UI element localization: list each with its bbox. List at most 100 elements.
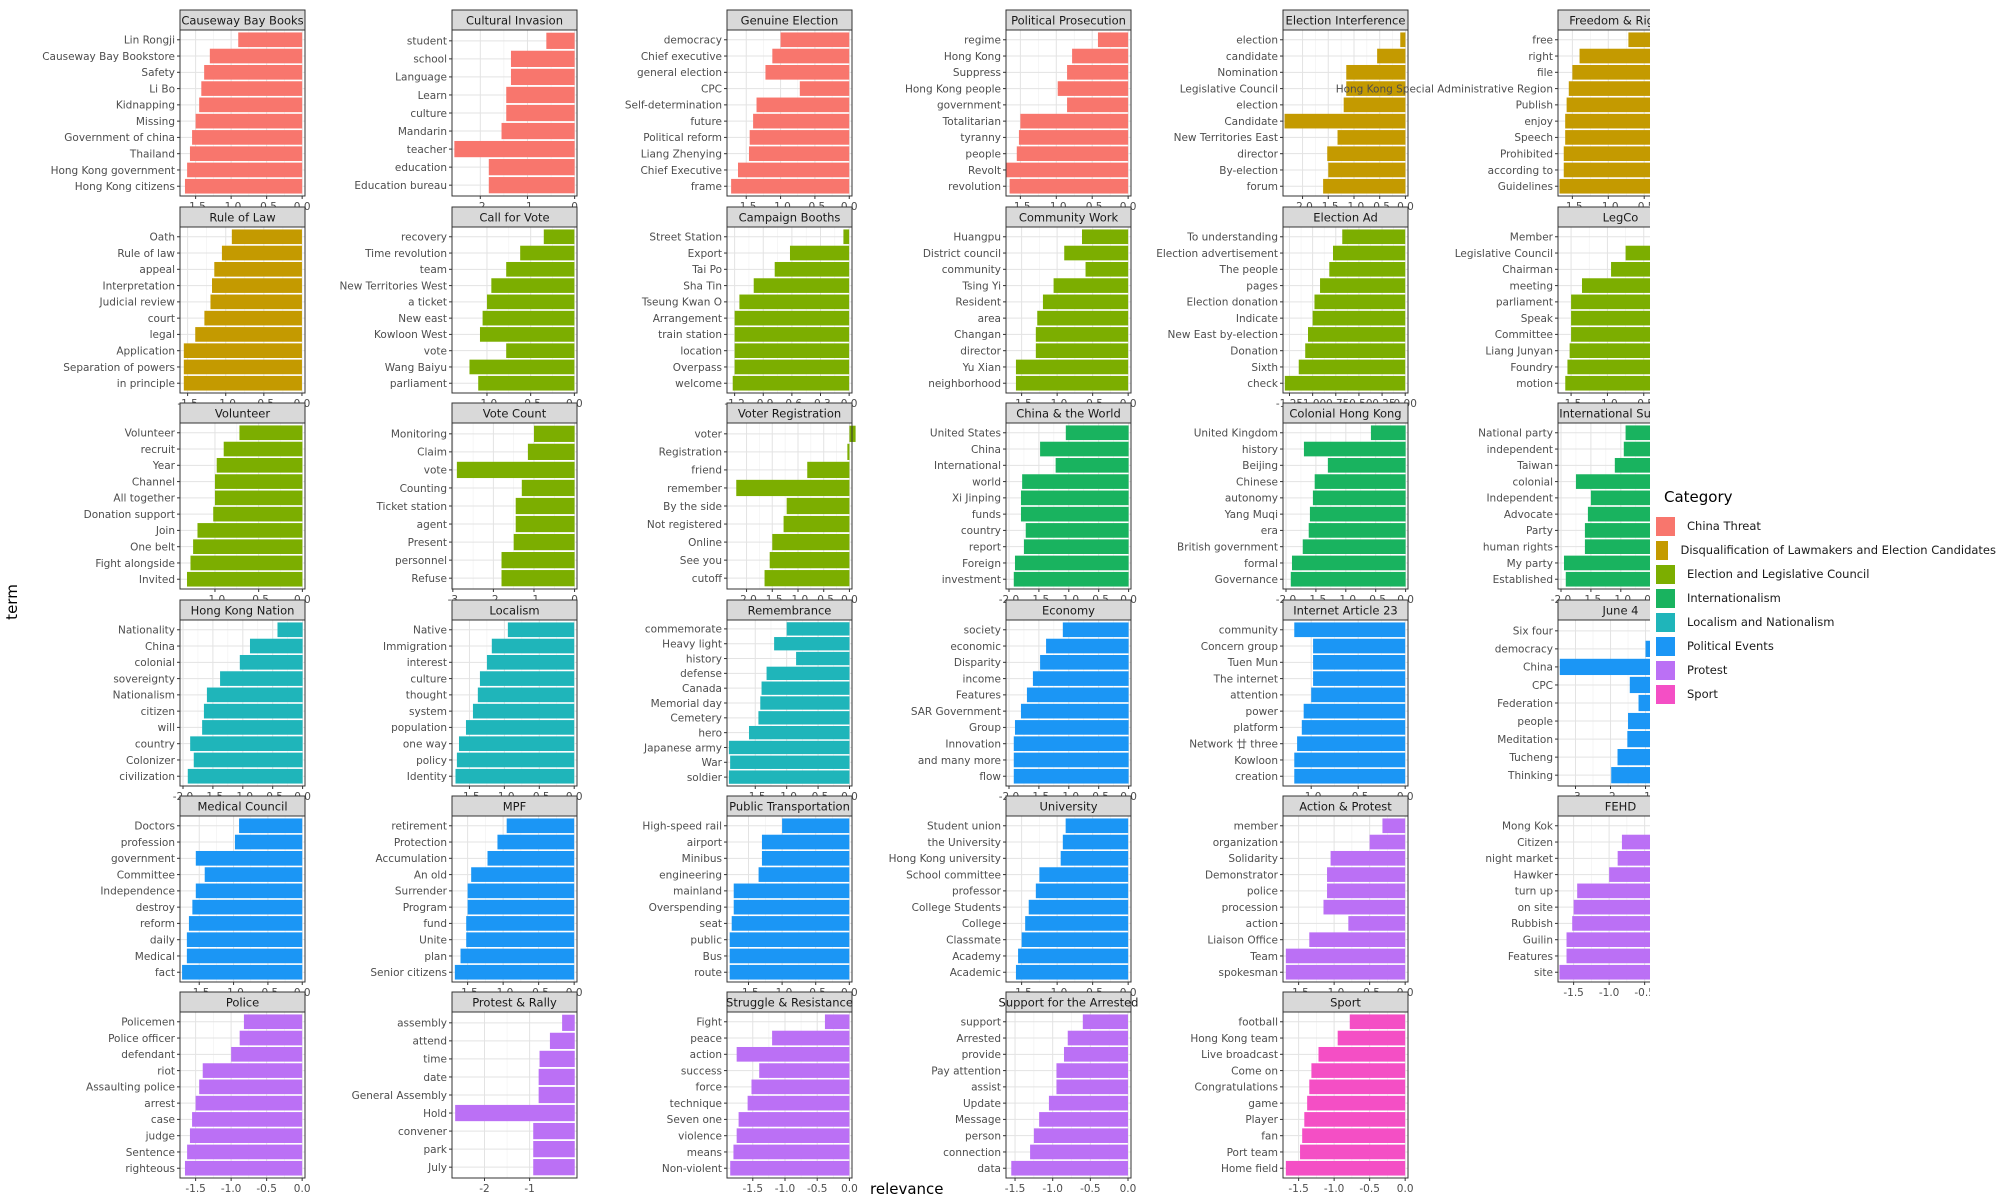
x-tick-label: -0.5 (807, 1183, 828, 1195)
y-tick-label: Independent (1486, 493, 1553, 505)
bar (1032, 671, 1129, 686)
bar (543, 229, 575, 245)
bar (501, 570, 575, 587)
panel-title: Cultural Invasion (466, 14, 563, 28)
y-tick-label: check (1247, 378, 1279, 390)
bar (466, 932, 575, 948)
panel: Remembrance commemorate Heavy light history… (643, 599, 858, 803)
bar (1302, 539, 1406, 555)
bar (277, 622, 303, 638)
panel: FEHD Mong Kok Citizen night market Hawker tur… (1485, 795, 1650, 999)
y-tick-label: Mong Kok (1502, 821, 1554, 833)
y-tick-label: pages (1246, 280, 1278, 292)
y-tick-label: Group (969, 722, 1001, 734)
bar (1312, 490, 1406, 506)
bar (1621, 834, 1650, 850)
y-tick-label: neighborhood (928, 378, 1001, 390)
legend-swatch (1656, 612, 1675, 632)
y-tick-label: personnel (395, 555, 447, 567)
bar (188, 916, 303, 931)
legend-item: Internationalism (1656, 586, 1996, 610)
y-tick-label: Nomination (1217, 67, 1278, 79)
y-tick-label: creation (1235, 771, 1278, 783)
y-tick-label: National party (1478, 428, 1553, 440)
bar (1573, 899, 1650, 915)
bar (1015, 375, 1129, 391)
y-tick-label: Chief executive (641, 51, 722, 63)
bar (1311, 1063, 1406, 1078)
bar (733, 899, 850, 915)
panel: Freedom & Rights free right file Hong Kong S… (1336, 9, 1650, 213)
y-tick-label: Committee (117, 869, 175, 881)
panel-border (1005, 815, 1132, 983)
y-tick-label: The people (1219, 264, 1278, 276)
y-tick-label: vote (424, 345, 447, 357)
bar (786, 622, 850, 636)
panel-title: Political Prosecution (1011, 14, 1126, 28)
legend-label: Political Events (1687, 639, 1774, 653)
panel-title: Hong Kong Nation (191, 604, 295, 618)
y-tick-label: people (965, 148, 1001, 160)
y-tick-label: Hold (423, 1108, 447, 1120)
bar (753, 278, 850, 293)
y-tick-label: flow (979, 771, 1001, 783)
bar (1056, 1063, 1128, 1078)
panel-title: Freedom & Rights (1569, 14, 1650, 28)
y-tick-label: Safety (141, 67, 175, 79)
y-tick-label: person (965, 1130, 1001, 1142)
y-tick-label: will (158, 722, 175, 734)
panel-title: Police (226, 996, 259, 1010)
y-tick-label: force (696, 1082, 722, 1094)
panel-border (726, 815, 853, 983)
legend-label: Disqualification of Lawmakers and Electi… (1680, 543, 1996, 557)
y-tick-label: Kowloon (1234, 755, 1278, 767)
bar (1040, 441, 1129, 457)
y-tick-label: Seven one (667, 1114, 722, 1126)
bar (487, 850, 575, 866)
y-tick-label: Academy (952, 951, 1001, 963)
y-tick-label: Assaulting police (86, 1082, 175, 1094)
y-tick-label: Self-determination (625, 100, 722, 112)
bar (1303, 441, 1406, 457)
bar (210, 294, 302, 310)
y-tick-label: Xi Jinping (952, 493, 1001, 505)
y-tick-label: community (942, 264, 1001, 276)
bar (465, 720, 575, 735)
bar (506, 343, 575, 359)
y-tick-label: attention (1230, 690, 1278, 702)
panel: Election Interference election candidate No… (1174, 9, 1414, 213)
y-tick-label: area (978, 313, 1001, 325)
bar (501, 122, 575, 140)
bar (562, 1014, 575, 1031)
y-tick-label: Cemetery (670, 713, 722, 725)
y-tick-label: assembly (397, 1018, 447, 1030)
bar (1328, 162, 1406, 178)
y-tick-label: Thinking (1507, 770, 1553, 782)
bar (728, 740, 850, 755)
bar (1067, 97, 1129, 113)
legend-items: China Threat Disqualification of Lawmaker… (1656, 514, 1996, 706)
y-tick-label: forum (1247, 181, 1278, 193)
panel-title: FEHD (1605, 800, 1637, 814)
x-tick-label: -0.5 (1634, 987, 1650, 999)
y-tick-label: Port team (1227, 1147, 1278, 1159)
x-tick-label: 0.0 (841, 1183, 858, 1195)
bar (515, 497, 575, 515)
panel-border (1557, 226, 1650, 394)
bar (182, 964, 303, 980)
legend-swatch (1656, 588, 1675, 608)
panel-title: Localism (489, 604, 539, 618)
y-tick-label: education (395, 162, 447, 174)
y-tick-label: cutoff (692, 573, 723, 585)
bar (758, 711, 850, 725)
panel-title: International Support (1559, 407, 1650, 421)
y-tick-label: Rule of law (117, 248, 175, 260)
y-tick-label: connection (943, 1147, 1001, 1159)
panel-border (451, 815, 578, 983)
bar (764, 570, 850, 587)
bar (1298, 359, 1406, 375)
panel: Localism Native Immigration interest culture… (383, 599, 583, 803)
bar (1035, 327, 1129, 342)
panel: Election Ad To understanding Election adve… (1156, 206, 1417, 410)
panel: Genuine Election democracy Chief executive… (625, 9, 858, 213)
